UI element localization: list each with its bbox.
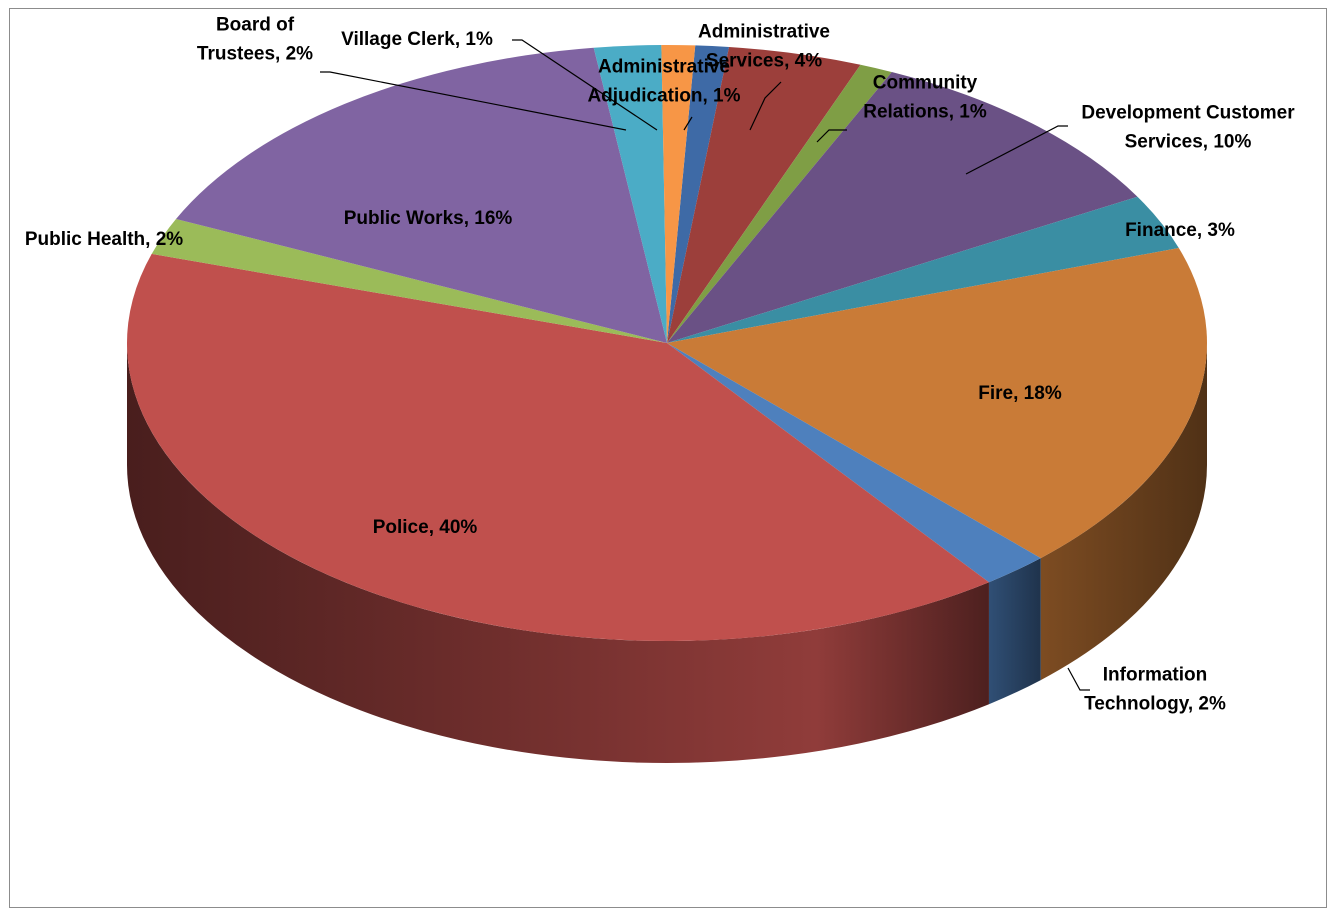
slice-fire[interactable]: [667, 247, 1207, 559]
data-labels: Administrative Adjudication, 1%Administra…: [25, 15, 1295, 715]
data-label-information-technology: Information Technology, 2%: [1084, 665, 1226, 715]
slice-police[interactable]: [126, 253, 989, 641]
slice-village-clerk[interactable]: [661, 45, 696, 343]
slice-board-of-trustees[interactable]: [593, 45, 667, 344]
data-label-village-clerk: Village Clerk, 1%: [341, 29, 493, 50]
data-label-community-relations: Community Relations, 1%: [863, 73, 987, 123]
data-label-police: Police, 40%: [373, 517, 478, 538]
data-label-fire: Fire, 18%: [978, 383, 1062, 404]
slice-finance[interactable]: [667, 196, 1179, 343]
slice-community-relations[interactable]: [667, 64, 892, 343]
leader-line: [683, 116, 693, 131]
data-label-public-health: Public Health, 2%: [25, 229, 183, 250]
slice-side-fire: [1040, 343, 1207, 681]
slice-side-police: [127, 343, 989, 764]
leader-line: [749, 81, 782, 131]
data-label-development-customer-services: Development Customer Services, 10%: [1081, 103, 1295, 153]
slice-administrative-services[interactable]: [667, 46, 861, 343]
label-leaders: [320, 39, 1090, 691]
leader-line: [320, 71, 627, 131]
slice-public-health[interactable]: [151, 218, 668, 343]
leader-line: [1067, 667, 1090, 691]
data-label-administrative-adjudication: Administrative Adjudication, 1%: [587, 57, 740, 107]
pie-sides: [127, 343, 1207, 764]
slice-development-customer-services[interactable]: [667, 72, 1138, 343]
data-label-public-works: Public Works, 16%: [344, 208, 513, 229]
data-label-board-of-trustees: Board of Trustees, 2%: [197, 15, 313, 65]
slice-public-works[interactable]: [176, 47, 667, 344]
data-label-finance: Finance, 3%: [1125, 220, 1235, 241]
leader-line: [965, 125, 1068, 175]
slice-side-information-technology: [988, 558, 1041, 705]
slice-information-technology[interactable]: [667, 343, 1041, 583]
leader-line: [816, 129, 847, 143]
data-label-administrative-services: Administrative Services, 4%: [698, 22, 830, 72]
leader-line: [512, 39, 658, 131]
slice-administrative-adjudication[interactable]: [667, 45, 730, 344]
pie-slices: [126, 45, 1207, 641]
